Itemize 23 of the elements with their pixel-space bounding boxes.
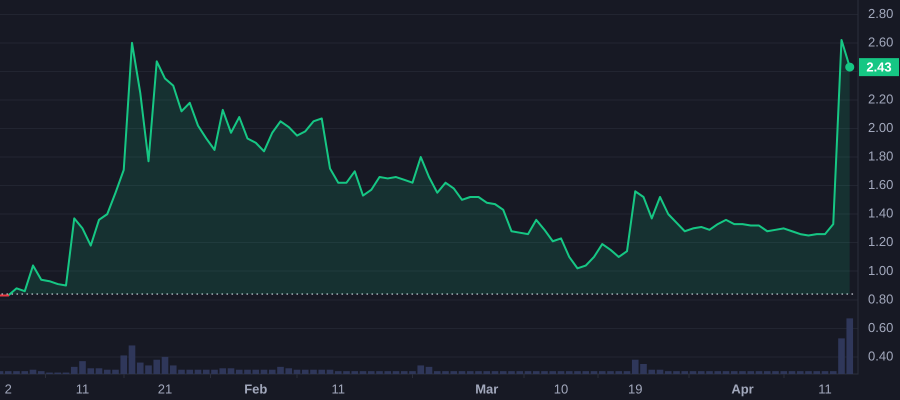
- y-tick-label: 1.20: [868, 234, 894, 250]
- y-tick-label: 1.00: [868, 262, 894, 278]
- x-tick-label: Mar: [475, 381, 498, 396]
- y-tick-label: 1.60: [868, 177, 894, 192]
- x-tick-label: 19: [628, 381, 642, 396]
- y-tick-label: 2.80: [868, 6, 894, 21]
- y-tick-label: 0.40: [868, 348, 894, 364]
- y-tick-label: 0.60: [868, 320, 894, 335]
- y-tick-label: 1.40: [868, 206, 894, 221]
- x-tick-label: 21: [158, 381, 172, 396]
- x-tick-label: 10: [554, 381, 568, 396]
- x-tick-label: 11: [818, 381, 832, 396]
- y-tick-label: 1.80: [868, 148, 894, 164]
- x-tick-label: 11: [332, 381, 345, 396]
- y-tick-label: 2.20: [868, 92, 894, 106]
- x-tick-label: 2: [4, 381, 12, 396]
- x-tick-label: Apr: [731, 381, 754, 396]
- annotation: 2.43: [866, 60, 892, 75]
- y-tick-label: 2.00: [868, 120, 894, 136]
- x-tick-label: 11: [76, 381, 90, 396]
- x-tick-label: Feb: [244, 381, 268, 396]
- y-tick-label: 0.80: [868, 291, 894, 306]
- y-tick-label: 2.60: [868, 34, 894, 50]
